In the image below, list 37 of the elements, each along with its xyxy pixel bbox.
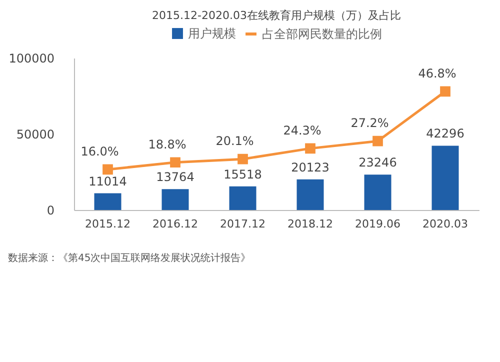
point <box>305 143 316 154</box>
bar <box>364 174 392 210</box>
data-label: 24.3% <box>283 123 322 138</box>
y-tick-label: 100000 <box>8 52 54 66</box>
data-label: 18.8% <box>148 137 186 152</box>
data-label: 15518 <box>224 167 262 182</box>
data-label: 27.2% <box>350 116 389 130</box>
bar <box>162 189 189 210</box>
bar <box>432 146 459 210</box>
point <box>170 157 180 168</box>
x-tick-label: 2018.12 <box>288 218 333 230</box>
chart-title: 2015.12-2020.03在线教育用户规模（万）及占比 <box>152 9 401 22</box>
x-tick-label: 2016.12 <box>152 218 198 230</box>
legend-label: 用户规模 <box>188 26 236 40</box>
x-tick-label: 2017.12 <box>220 218 266 230</box>
data-label: 23246 <box>358 156 397 170</box>
point <box>440 86 450 97</box>
legend-label: 占全部网民数量的比例 <box>262 27 382 41</box>
y-tick-label: 50000 <box>16 128 54 142</box>
y-tick-label: 0 <box>46 204 54 218</box>
bar <box>229 186 256 210</box>
point <box>102 164 113 175</box>
data-label: 20123 <box>291 160 330 174</box>
x-tick-label: 2020.03 <box>422 218 468 230</box>
data-label: 42296 <box>426 126 464 141</box>
data-label: 46.8% <box>418 66 456 80</box>
data-label: 11014 <box>88 174 127 188</box>
data-label: 20.1% <box>216 134 254 148</box>
x-tick-label: 2015.12 <box>85 218 130 230</box>
data-label: 16.0% <box>80 144 119 158</box>
point <box>238 154 248 164</box>
point <box>372 136 383 146</box>
x-tick-label: 2019.06 <box>355 218 400 230</box>
source-note: 数据来源：《第45次中国互联网络发展状况统计报告》 <box>8 252 252 265</box>
bar <box>296 179 324 210</box>
data-label: 13764 <box>156 170 194 184</box>
bar <box>94 193 122 210</box>
